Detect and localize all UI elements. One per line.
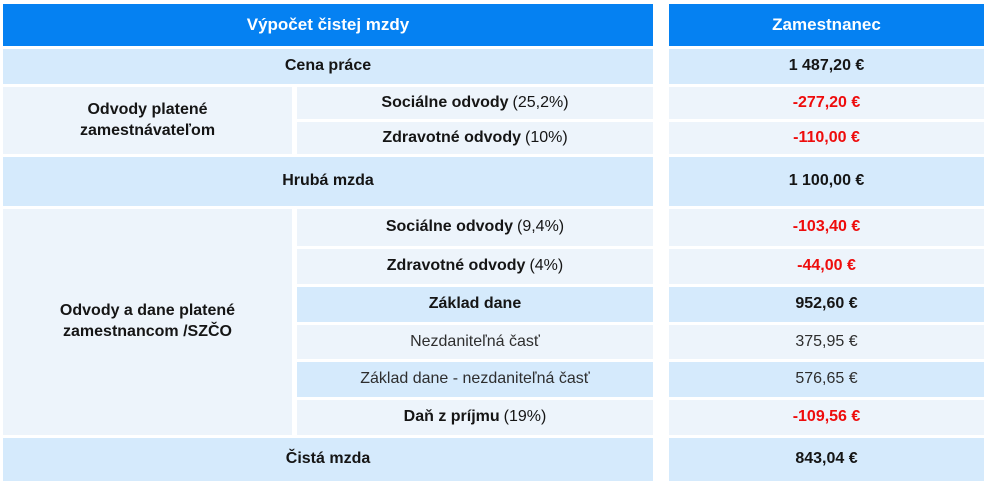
row-cena-prace-value: 1 487,20 € [669, 49, 984, 84]
row-cista-mzda-value: 843,04 € [669, 438, 984, 481]
row-employer-socialne-label: Sociálne odvody (25,2%) [297, 87, 653, 119]
row-nezdanitelna-label: Nezdaniteľná časť [297, 325, 653, 359]
row-zaklad-dane-value: 952,60 € [669, 287, 984, 322]
row-dan-z-prijmu-rate: (19%) [503, 408, 547, 426]
value-column-header: Zamestnanec [669, 4, 984, 46]
group-employee-label: Odvody a dane platené zamestnancom /SZČO [3, 209, 292, 435]
group-employer-label: Odvody platené zamestnávateľom [3, 87, 292, 154]
row-employer-socialne-value: -277,20 € [669, 87, 984, 119]
row-employee-zdravotne-rate: (4%) [529, 257, 564, 275]
row-employee-zdravotne-name: Zdravotné odvody [386, 257, 526, 275]
table-title: Výpočet čistej mzdy [3, 4, 653, 46]
row-employee-socialne-name: Sociálne odvody [385, 218, 513, 236]
row-zaklad-minus-label: Základ dane - nezdaniteľná časť [297, 362, 653, 397]
row-employee-socialne-rate: (9,4%) [517, 218, 565, 236]
row-employer-zdravotne-value: -110,00 € [669, 122, 984, 154]
row-dan-z-prijmu-label: Daň z príjmu (19%) [297, 400, 653, 435]
row-cista-mzda-label: Čistá mzda [3, 438, 653, 481]
row-employer-zdravotne-name: Zdravotné odvody [382, 128, 521, 146]
row-employer-socialne-name: Sociálne odvody [381, 93, 509, 111]
row-nezdanitelna-value: 375,95 € [669, 325, 984, 359]
row-dan-z-prijmu-name: Daň z príjmu [403, 408, 500, 426]
row-employee-zdravotne-value: -44,00 € [669, 249, 984, 284]
row-employer-zdravotne-label: Zdravotné odvody (10%) [297, 122, 653, 154]
row-cena-prace-label: Cena práce [3, 49, 653, 84]
salary-table: Výpočet čistej mzdy Zamestnanec Cena prá… [3, 4, 984, 481]
row-dan-z-prijmu-value: -109,56 € [669, 400, 984, 435]
row-zaklad-dane-label: Základ dane [297, 287, 653, 322]
row-employer-socialne-rate: (25,2%) [512, 93, 569, 111]
row-employee-zdravotne-label: Zdravotné odvody (4%) [297, 249, 653, 284]
row-zaklad-minus-value: 576,65 € [669, 362, 984, 397]
row-employee-socialne-label: Sociálne odvody (9,4%) [297, 209, 653, 246]
row-employee-socialne-value: -103,40 € [669, 209, 984, 246]
row-hruba-mzda-label: Hrubá mzda [3, 157, 653, 206]
row-hruba-mzda-value: 1 100,00 € [669, 157, 984, 206]
row-employer-zdravotne-rate: (10%) [525, 128, 568, 146]
